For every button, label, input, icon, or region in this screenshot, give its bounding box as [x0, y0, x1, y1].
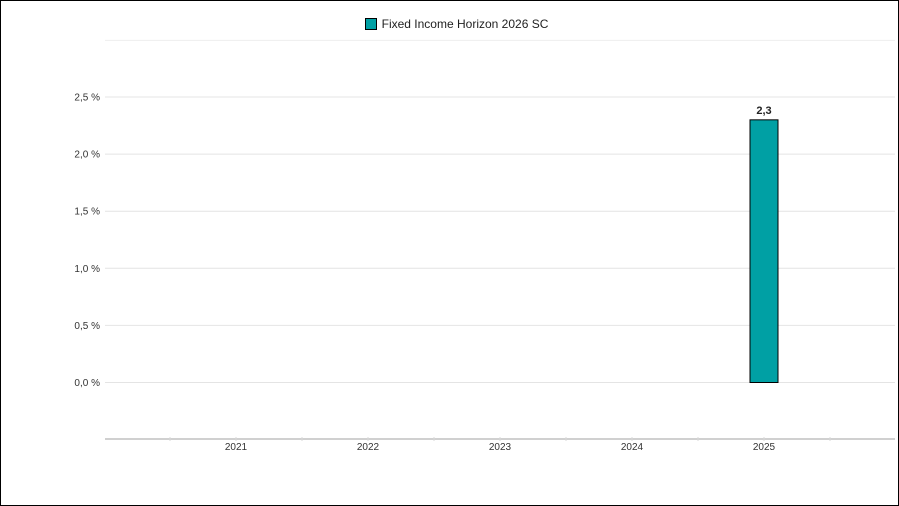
x-tick-label: 2024: [621, 442, 644, 453]
y-tick-label: 0,0 %: [74, 378, 100, 389]
legend: Fixed Income Horizon 2026 SC: [0, 15, 899, 33]
data-label: 2,3: [756, 105, 771, 117]
y-tick-label: 0,5 %: [74, 321, 100, 332]
x-tick-label: 2025: [753, 442, 776, 453]
x-tick-label: 2021: [225, 442, 248, 453]
legend-label: Fixed Income Horizon 2026 SC: [381, 17, 549, 31]
legend-item[interactable]: Fixed Income Horizon 2026 SC: [364, 17, 549, 31]
y-tick-label: 2,0 %: [74, 150, 100, 161]
x-tick-label: 2023: [489, 442, 512, 453]
y-tick-label: 1,5 %: [74, 207, 100, 218]
y-tick-label: 2,5 %: [74, 93, 100, 104]
x-axis: 2021 2022 2023 2024 2025: [105, 437, 895, 453]
y-axis-ticks: 0,0 % 0,5 % 1,0 % 1,5 % 2,0 % 2,5 %: [74, 93, 100, 390]
x-tick-label: 2022: [357, 442, 380, 453]
bars: 2,3: [749, 105, 779, 383]
legend-swatch: [364, 18, 377, 30]
bar[interactable]: [749, 119, 779, 383]
y-tick-label: 1,0 %: [74, 264, 100, 275]
